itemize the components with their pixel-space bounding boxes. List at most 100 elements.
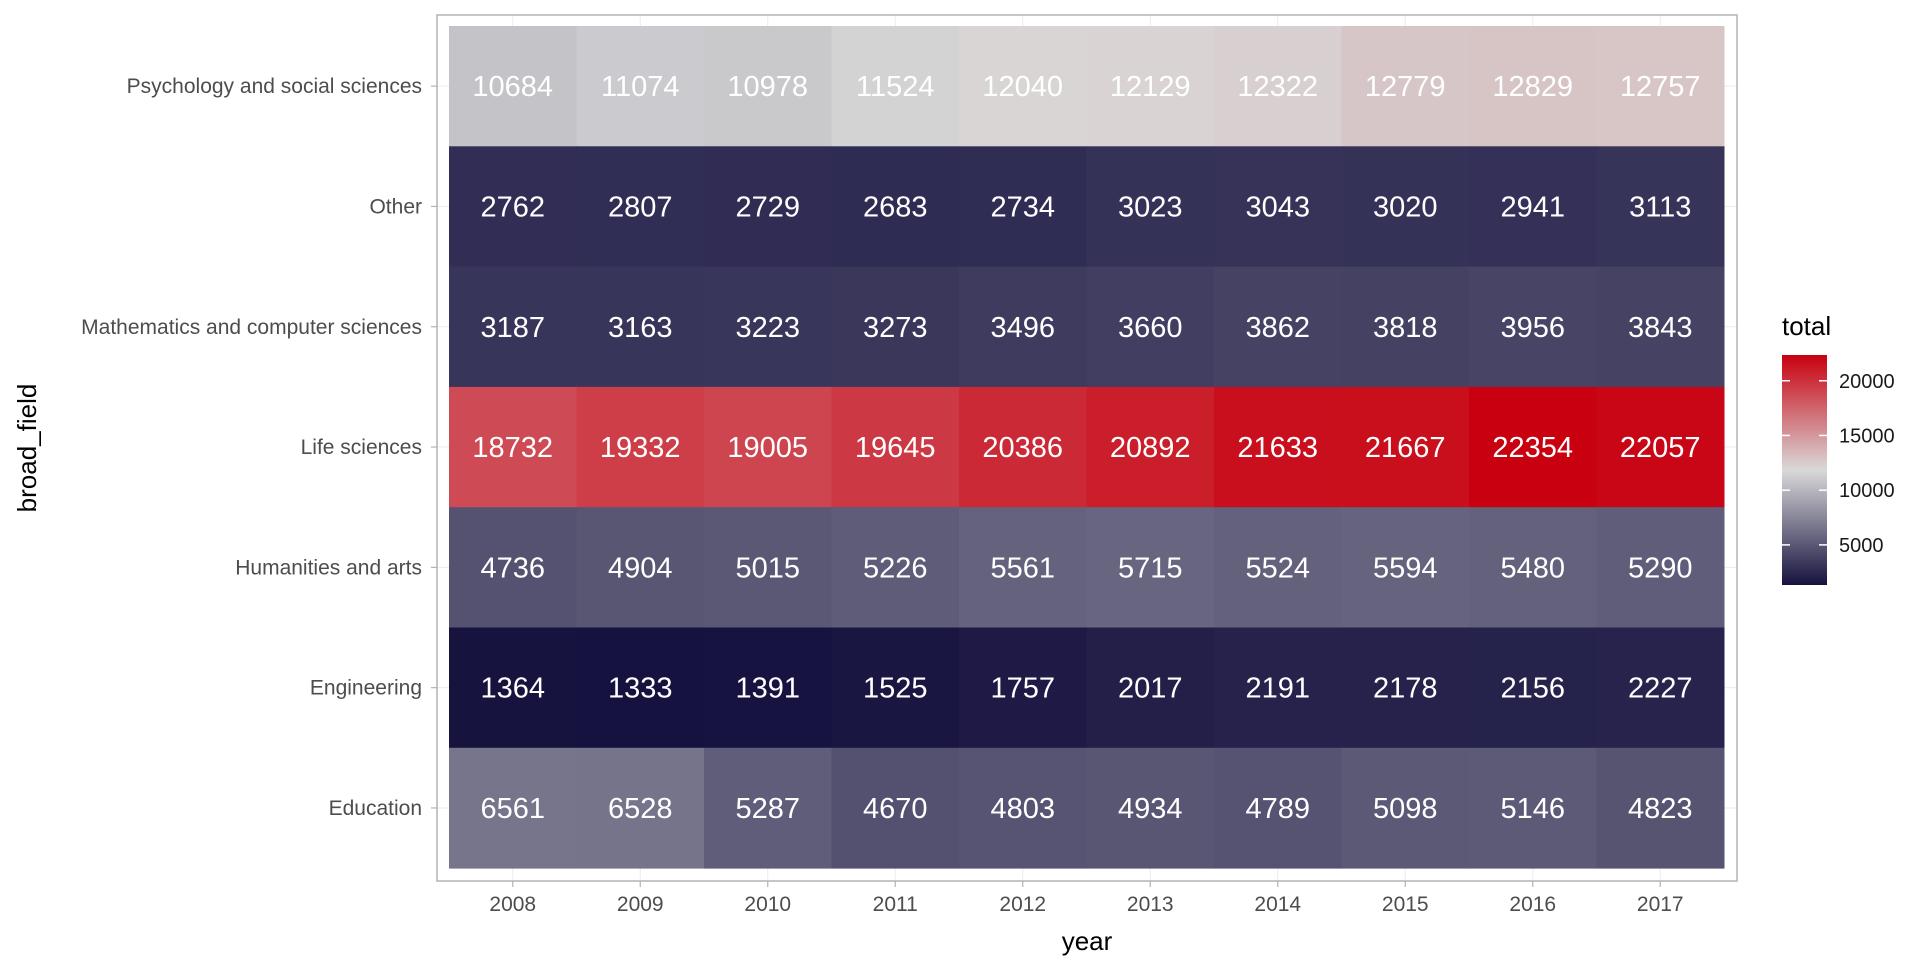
heatmap-cell — [959, 26, 1087, 147]
heatmap-cell — [449, 146, 577, 268]
heatmap-cell — [1214, 747, 1342, 869]
legend-tick-label: 15000 — [1839, 425, 1895, 447]
heatmap-cell — [1469, 266, 1597, 388]
cell-value-label: 5480 — [1500, 552, 1565, 584]
legend-tick-label: 20000 — [1839, 371, 1895, 393]
heatmap-cell — [1596, 627, 1725, 749]
y-axis-title: broad_field — [12, 384, 42, 513]
heatmap-cell — [1341, 627, 1470, 749]
cell-value-label: 3843 — [1628, 312, 1693, 344]
heatmap-cell — [1596, 507, 1725, 628]
cell-value-label: 5290 — [1628, 552, 1693, 584]
legend-title: total — [1782, 311, 1831, 341]
heatmap-cell — [831, 386, 960, 508]
legend-colorbar — [1782, 355, 1827, 585]
heatmap-cell — [1086, 507, 1215, 628]
cell-value-label: 11074 — [601, 71, 680, 103]
cell-value-label: 2017 — [1118, 673, 1183, 705]
heatmap-cell — [1086, 146, 1215, 268]
cell-value-label: 4736 — [480, 552, 545, 584]
cell-value-label: 5098 — [1373, 793, 1438, 825]
x-tick-label: 2013 — [1127, 893, 1174, 916]
heatmap-cell — [1469, 386, 1597, 508]
cell-value-label: 4904 — [608, 552, 673, 584]
cell-value-label: 4823 — [1628, 793, 1693, 825]
cell-value-label: 22057 — [1620, 432, 1701, 464]
cell-value-label: 2762 — [480, 191, 545, 223]
heatmap-cell — [1214, 146, 1342, 268]
legend-tick-label: 10000 — [1839, 480, 1895, 502]
x-tick-label: 2017 — [1637, 893, 1684, 916]
cell-value-label: 1525 — [863, 673, 928, 705]
heatmap-cell — [704, 266, 832, 388]
y-tick-label: Psychology and social sciences — [127, 75, 422, 98]
y-tick-label: Education — [329, 797, 422, 820]
color-legend: total 5000 10000 15000 20000 — [1782, 311, 1895, 585]
heatmap-cell — [1469, 146, 1597, 268]
cell-value-label: 5524 — [1245, 552, 1310, 584]
heatmap-cell — [1469, 26, 1597, 147]
y-tick-label: Humanities and arts — [235, 556, 422, 579]
heatmap-cell — [831, 26, 960, 147]
cell-value-label: 3862 — [1245, 312, 1310, 344]
cell-value-label: 4670 — [863, 793, 928, 825]
heatmap-cell — [704, 26, 832, 147]
cell-value-label: 10978 — [727, 71, 808, 103]
heatmap-cell — [831, 747, 960, 869]
x-axis-title: year — [1062, 926, 1113, 956]
heatmap-cell — [1341, 386, 1470, 508]
cells-layer — [449, 26, 1725, 869]
heatmap-cell — [704, 627, 832, 749]
heatmap-cell — [704, 386, 832, 508]
heatmap-cell — [704, 507, 832, 628]
cell-value-label: 21667 — [1365, 432, 1446, 464]
cell-value-label: 18732 — [472, 432, 553, 464]
cell-value-label: 11524 — [856, 71, 935, 103]
y-tick-label: Life sciences — [301, 436, 422, 459]
cell-value-label: 5561 — [990, 552, 1055, 584]
x-tick-label: 2010 — [744, 893, 791, 916]
y-axis: Psychology and social sciences Other Mathe… — [81, 75, 437, 820]
cell-value-label: 5594 — [1373, 552, 1438, 584]
heatmap-cell — [576, 146, 705, 268]
cell-value-label: 22354 — [1492, 432, 1573, 464]
heatmap-cell — [831, 627, 960, 749]
heatmap-cell — [1214, 627, 1342, 749]
heatmap-cell — [1596, 266, 1725, 388]
heatmap-cell — [1341, 146, 1470, 268]
cell-value-label: 1757 — [990, 673, 1055, 705]
heatmap-cell — [1214, 507, 1342, 628]
cell-value-label: 4803 — [990, 793, 1055, 825]
cell-value-label: 12829 — [1492, 71, 1573, 103]
cell-value-label: 4934 — [1118, 793, 1183, 825]
legend-ticks: 5000 10000 15000 20000 — [1782, 371, 1895, 557]
heatmap-cell — [831, 146, 960, 268]
cell-value-label: 20892 — [1110, 432, 1191, 464]
cell-value-label: 3187 — [480, 312, 545, 344]
heatmap-cell — [1214, 266, 1342, 388]
y-tick-label: Engineering — [310, 677, 422, 700]
cell-value-label: 5015 — [735, 552, 800, 584]
heatmap-cell — [1086, 26, 1215, 147]
cell-value-label: 2807 — [608, 191, 673, 223]
heatmap-cell — [576, 266, 705, 388]
heatmap-cell — [1469, 627, 1597, 749]
cell-labels-layer: 10684 11074 10978 11524 12040 12129 12322 12779… — [472, 71, 1700, 825]
cell-value-label: 3113 — [1629, 191, 1691, 223]
cell-value-label: 5146 — [1500, 793, 1565, 825]
cell-value-label: 5226 — [863, 552, 928, 584]
heatmap-cell — [1086, 386, 1215, 508]
heatmap-cell — [1341, 266, 1470, 388]
cell-value-label: 4789 — [1245, 793, 1310, 825]
cell-value-label: 2734 — [990, 191, 1055, 223]
legend-tick-label: 5000 — [1839, 535, 1884, 557]
heatmap-cell — [1086, 266, 1215, 388]
cell-value-label: 5287 — [735, 793, 800, 825]
heatmap-cell — [959, 747, 1087, 869]
heatmap-cell — [1596, 386, 1725, 508]
cell-value-label: 2941 — [1500, 191, 1565, 223]
heatmap-cell — [831, 266, 960, 388]
heatmap-cell — [449, 266, 577, 388]
cell-value-label: 12779 — [1365, 71, 1446, 103]
